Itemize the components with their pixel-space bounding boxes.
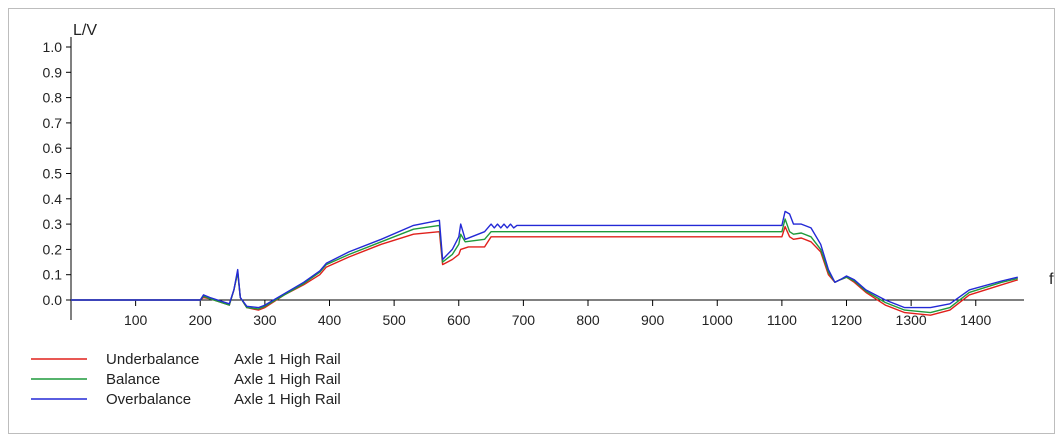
x-tick-label: 700 [512,312,536,328]
x-tick-label: 1100 [767,312,797,328]
legend-name-balance: Balance [106,371,160,388]
x-tick-label: 1000 [702,312,733,328]
x-axis-title: ft [1049,271,1054,288]
legend-detail-overbalance: Axle 1 High Rail [234,391,341,408]
y-tick-label: 0.0 [43,292,63,308]
y-tick-label: 0.1 [43,267,63,283]
x-tick-label: 900 [641,312,665,328]
y-tick-label: 1.0 [43,39,63,55]
series-layer [71,210,1019,316]
series-line-overbalance [71,210,1018,309]
y-tick-label: 0.8 [43,90,63,106]
y-tick-label: 0.2 [43,241,63,257]
x-tick-label: 300 [253,312,277,328]
legend: Underbalance Axle 1 High Rail Balance Axle … [31,351,341,408]
line-chart: 0.0 0.1 0.2 0.3 0.4 0.5 0.6 0.7 0.8 0.9 1.0 100 200 3… [31,22,1054,408]
legend-detail-underbalance: Axle 1 High Rail [234,351,341,368]
x-tick-label: 1300 [896,312,927,328]
legend-detail-balance: Axle 1 High Rail [234,371,341,388]
series-line-underbalance [71,225,1019,316]
y-axis-title: L/V [73,22,97,39]
x-tick-label: 400 [318,312,342,328]
x-tick-label: 1400 [960,312,991,328]
x-tick-label: 200 [189,312,213,328]
y-tick-label: 0.4 [43,191,63,207]
chart-frame: 0.0 0.1 0.2 0.3 0.4 0.5 0.6 0.7 0.8 0.9 1.0 100 200 3… [8,8,1055,434]
y-tick-label: 0.6 [43,140,63,156]
y-tick-label: 0.7 [43,115,63,131]
x-tick-label: 600 [447,312,471,328]
legend-name-overbalance: Overbalance [106,391,191,408]
y-tick-label: 0.9 [43,64,63,80]
y-tick-label: 0.5 [43,166,63,182]
axes: 0.0 0.1 0.2 0.3 0.4 0.5 0.6 0.7 0.8 0.9 1.0 100 200 3… [43,22,1054,328]
legend-name-underbalance: Underbalance [106,351,199,368]
x-tick-label: 100 [124,312,148,328]
y-tick-label: 0.3 [43,216,63,232]
x-tick-label: 800 [576,312,600,328]
x-tick-label: 1200 [831,312,862,328]
x-tick-label: 500 [382,312,406,328]
series-line-balance [71,218,1018,314]
